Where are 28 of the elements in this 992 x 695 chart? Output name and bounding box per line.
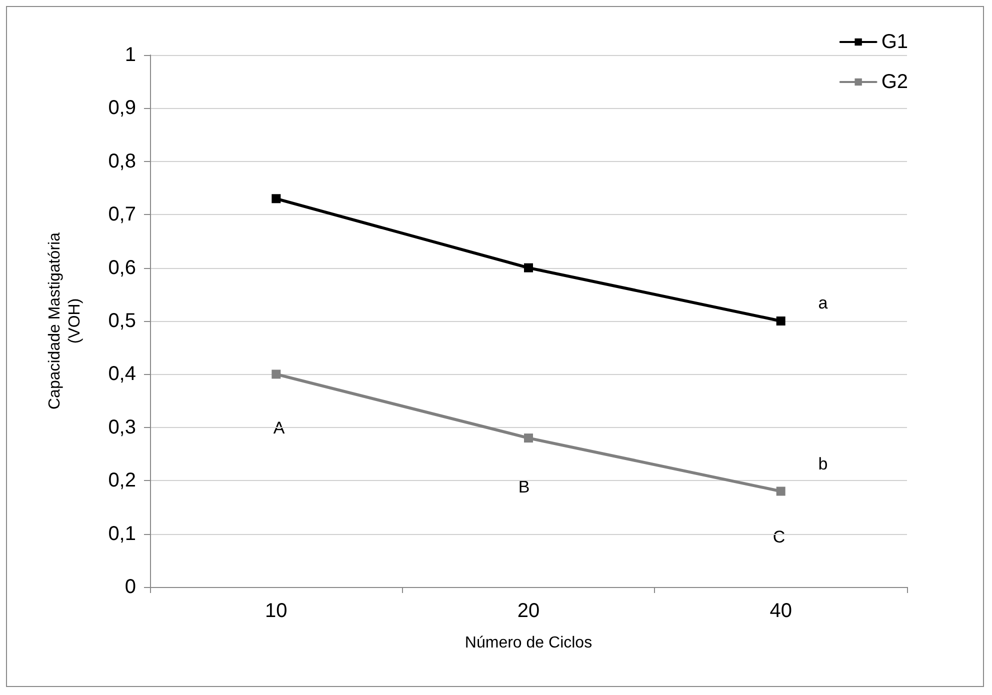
y-tick-label: 0,3 <box>108 416 136 438</box>
point <box>524 263 533 272</box>
y-tick-label: 0 <box>124 576 136 598</box>
legend-label: G2 <box>881 71 908 93</box>
y-axis-title: Capacidade Mastigatória (VOH) <box>46 232 84 410</box>
x-axis-title: Número de Ciclos <box>464 634 592 652</box>
point <box>776 316 786 326</box>
y-tick-label: 0,6 <box>108 256 136 279</box>
annotation: b <box>818 454 828 474</box>
point <box>524 434 533 443</box>
y-tick-label: 0,2 <box>108 470 136 492</box>
point <box>272 194 281 204</box>
x-tick-label: 10 <box>265 600 288 622</box>
y-tick-label: 1 <box>124 44 136 66</box>
y-tick-label: 0,5 <box>108 310 136 332</box>
y-tick-label: 0,7 <box>108 204 136 226</box>
y-tick-label: 0,1 <box>108 522 136 545</box>
x-tick-label: 40 <box>770 600 792 622</box>
x-tick-label: 20 <box>517 600 540 622</box>
y-tick-label: 0,4 <box>108 363 136 386</box>
annotation: C <box>772 528 786 546</box>
y-tick-label: 0,8 <box>108 150 136 172</box>
annotation: a <box>818 294 828 312</box>
point <box>272 370 281 379</box>
annotation: B <box>518 478 530 496</box>
legend-label: G1 <box>881 31 908 53</box>
point <box>776 486 786 496</box>
y-tick-label: 0,9 <box>108 97 136 120</box>
